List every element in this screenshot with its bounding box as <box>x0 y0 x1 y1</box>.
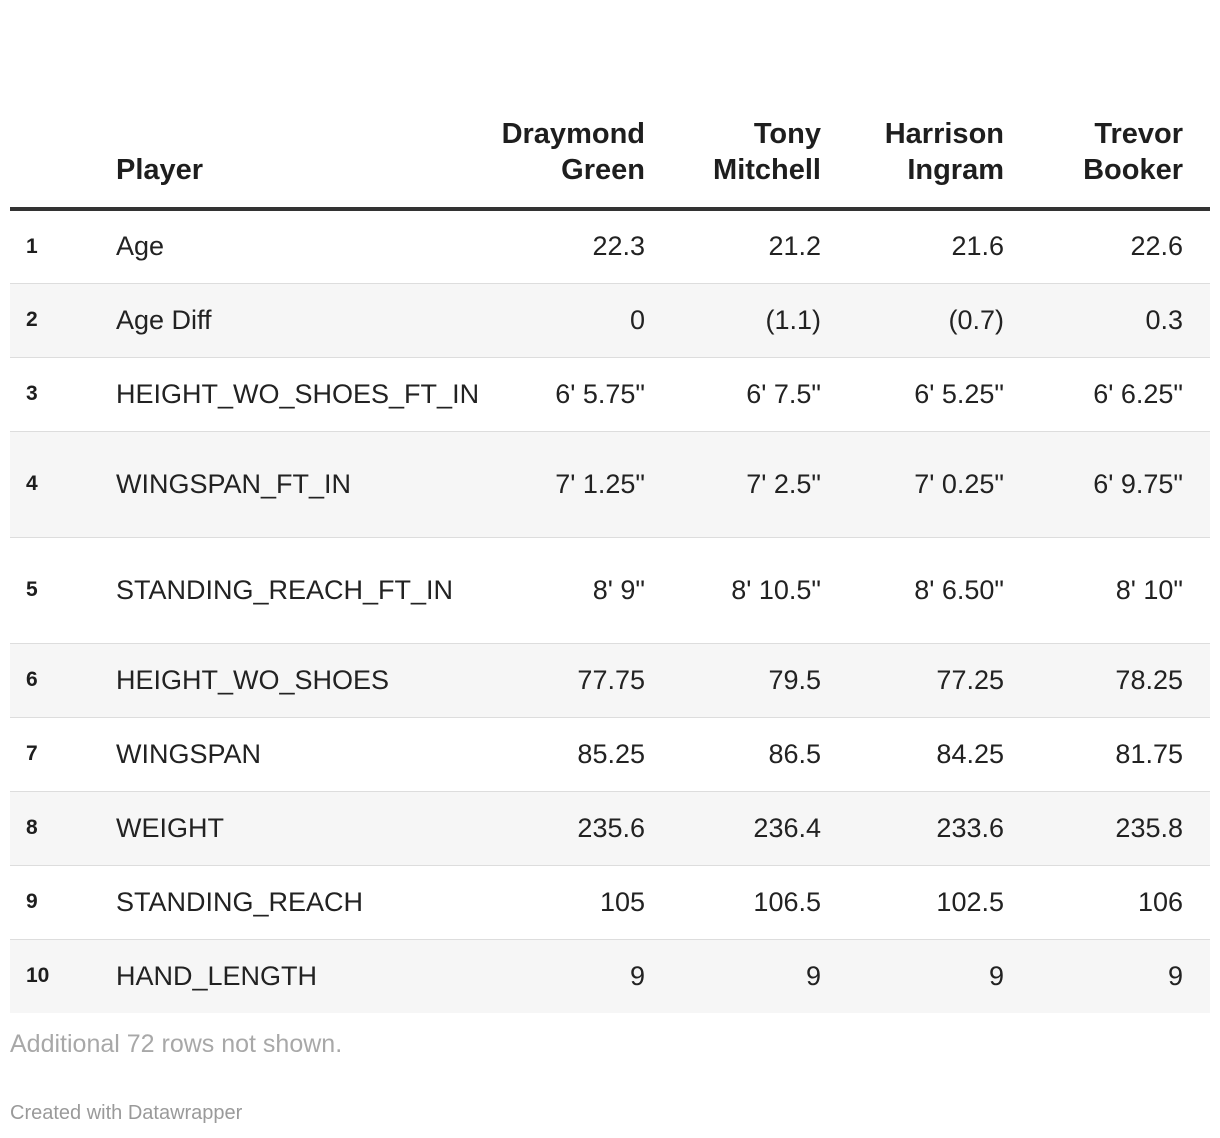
table-row: 8 WEIGHT 235.6 236.4 233.6 235.8 <box>10 791 1210 866</box>
cell-trevor-booker: 9 <box>1031 939 1210 1013</box>
cell-trevor-booker: 81.75 <box>1031 717 1210 792</box>
cell-trevor-booker: 235.8 <box>1031 791 1210 866</box>
header-last-name: Mitchell <box>713 154 821 186</box>
row-label: WEIGHT <box>116 791 488 866</box>
cell-tony-mitchell: 6' 7.5" <box>672 357 848 432</box>
cell-tony-mitchell: (1.1) <box>672 283 848 358</box>
cell-harrison-ingram: 8' 6.50" <box>848 537 1031 644</box>
table-notes: Additional 72 rows not shown. <box>10 1030 343 1058</box>
row-index: 1 <box>10 209 116 284</box>
row-index: 3 <box>10 357 116 432</box>
header-row: Player Draymond Green Tony Mitchell Harr… <box>10 0 1210 211</box>
table-header: Player Draymond Green Tony Mitchell Harr… <box>10 0 1210 211</box>
cell-trevor-booker: 22.6 <box>1031 209 1210 284</box>
cell-draymond-green: 7' 1.25" <box>488 431 672 538</box>
header-first-name: Draymond <box>501 118 645 150</box>
header-last-name: Ingram <box>907 154 1004 186</box>
data-table-container: Player Draymond Green Tony Mitchell Harr… <box>10 0 1210 1013</box>
cell-draymond-green: 0 <box>488 283 672 358</box>
table-row: 9 STANDING_REACH 105 106.5 102.5 106 <box>10 865 1210 940</box>
cell-trevor-booker: 6' 6.25" <box>1031 357 1210 432</box>
row-label: HAND_LENGTH <box>116 939 488 1013</box>
header-first-name: Trevor <box>1094 118 1183 150</box>
row-label: HEIGHT_WO_SHOES <box>116 643 488 718</box>
header-draymond-green[interactable]: Draymond Green <box>488 0 672 211</box>
cell-tony-mitchell: 86.5 <box>672 717 848 792</box>
cell-tony-mitchell: 8' 10.5" <box>672 537 848 644</box>
cell-tony-mitchell: 9 <box>672 939 848 1013</box>
cell-trevor-booker: 106 <box>1031 865 1210 940</box>
row-index: 6 <box>10 643 116 718</box>
table-row: 5 STANDING_REACH_FT_IN 8' 9" 8' 10.5" 8'… <box>10 537 1210 644</box>
header-player[interactable]: Player <box>116 0 488 211</box>
header-first-name: Tony <box>753 118 821 150</box>
row-index: 8 <box>10 791 116 866</box>
cell-draymond-green: 8' 9" <box>488 537 672 644</box>
cell-harrison-ingram: 77.25 <box>848 643 1031 718</box>
row-label: Age <box>116 209 488 284</box>
player-comparison-table: Player Draymond Green Tony Mitchell Harr… <box>10 0 1210 1013</box>
row-index: 7 <box>10 717 116 792</box>
cell-draymond-green: 77.75 <box>488 643 672 718</box>
row-index: 9 <box>10 865 116 940</box>
row-label: STANDING_REACH_FT_IN <box>116 537 488 644</box>
row-index: 2 <box>10 283 116 358</box>
header-last-name: Green <box>561 154 645 186</box>
header-harrison-ingram[interactable]: Harrison Ingram <box>848 0 1031 211</box>
datawrapper-credit[interactable]: Created with Datawrapper <box>10 1102 243 1124</box>
cell-harrison-ingram: 84.25 <box>848 717 1031 792</box>
header-last-name: Booker <box>1083 154 1183 186</box>
table-row: 3 HEIGHT_WO_SHOES_FT_IN 6' 5.75" 6' 7.5"… <box>10 357 1210 432</box>
cell-tony-mitchell: 7' 2.5" <box>672 431 848 538</box>
cell-draymond-green: 235.6 <box>488 791 672 866</box>
header-index <box>10 0 116 211</box>
cell-harrison-ingram: 233.6 <box>848 791 1031 866</box>
cell-draymond-green: 85.25 <box>488 717 672 792</box>
cell-draymond-green: 9 <box>488 939 672 1013</box>
cell-trevor-booker: 6' 9.75" <box>1031 431 1210 538</box>
row-index: 5 <box>10 537 116 644</box>
cell-trevor-booker: 0.3 <box>1031 283 1210 358</box>
table-row: 7 WINGSPAN 85.25 86.5 84.25 81.75 <box>10 717 1210 792</box>
row-label: HEIGHT_WO_SHOES_FT_IN <box>116 357 488 432</box>
row-label: WINGSPAN <box>116 717 488 792</box>
cell-trevor-booker: 8' 10" <box>1031 537 1210 644</box>
cell-tony-mitchell: 106.5 <box>672 865 848 940</box>
cell-harrison-ingram: 7' 0.25" <box>848 431 1031 538</box>
header-trevor-booker[interactable]: Trevor Booker <box>1031 0 1210 211</box>
cell-tony-mitchell: 21.2 <box>672 209 848 284</box>
cell-trevor-booker: 78.25 <box>1031 643 1210 718</box>
table-body: 1 Age 22.3 21.2 21.6 22.6 2 Age Diff 0 (… <box>10 209 1210 1013</box>
row-label: STANDING_REACH <box>116 865 488 940</box>
cell-harrison-ingram: 21.6 <box>848 209 1031 284</box>
header-first-name: Harrison <box>884 118 1004 150</box>
table-row: 6 HEIGHT_WO_SHOES 77.75 79.5 77.25 78.25 <box>10 643 1210 718</box>
row-label: WINGSPAN_FT_IN <box>116 431 488 538</box>
header-tony-mitchell[interactable]: Tony Mitchell <box>672 0 848 211</box>
cell-harrison-ingram: 9 <box>848 939 1031 1013</box>
cell-draymond-green: 22.3 <box>488 209 672 284</box>
row-label: Age Diff <box>116 283 488 358</box>
cell-tony-mitchell: 236.4 <box>672 791 848 866</box>
table-row: 1 Age 22.3 21.2 21.6 22.6 <box>10 209 1210 284</box>
table-row: 10 HAND_LENGTH 9 9 9 9 <box>10 939 1210 1013</box>
cell-harrison-ingram: 6' 5.25" <box>848 357 1031 432</box>
row-index: 10 <box>10 939 116 1013</box>
cell-tony-mitchell: 79.5 <box>672 643 848 718</box>
cell-draymond-green: 105 <box>488 865 672 940</box>
cell-harrison-ingram: (0.7) <box>848 283 1031 358</box>
cell-harrison-ingram: 102.5 <box>848 865 1031 940</box>
row-index: 4 <box>10 431 116 538</box>
table-row: 4 WINGSPAN_FT_IN 7' 1.25" 7' 2.5" 7' 0.2… <box>10 431 1210 538</box>
table-row: 2 Age Diff 0 (1.1) (0.7) 0.3 <box>10 283 1210 358</box>
cell-draymond-green: 6' 5.75" <box>488 357 672 432</box>
